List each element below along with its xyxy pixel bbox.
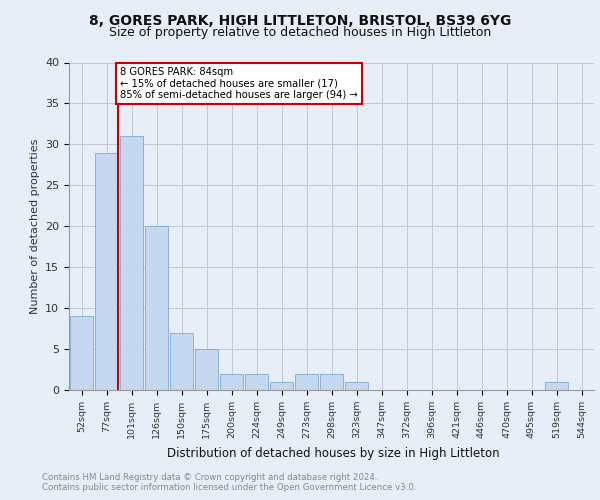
Bar (545, 382, 568, 390)
Text: Size of property relative to detached houses in High Littleton: Size of property relative to detached ho… (109, 26, 491, 39)
Bar (120, 136, 143, 390)
Bar (320, 374, 343, 390)
Bar (295, 374, 318, 390)
Text: 8 GORES PARK: 84sqm
← 15% of detached houses are smaller (17)
85% of semi-detach: 8 GORES PARK: 84sqm ← 15% of detached ho… (120, 66, 358, 100)
Bar (95, 152, 118, 390)
Bar (170, 332, 193, 390)
Bar (220, 374, 243, 390)
Bar (270, 382, 293, 390)
Y-axis label: Number of detached properties: Number of detached properties (29, 138, 40, 314)
Text: Distribution of detached houses by size in High Littleton: Distribution of detached houses by size … (167, 448, 499, 460)
Bar (345, 382, 368, 390)
Bar (195, 349, 218, 390)
Bar (145, 226, 168, 390)
Bar (70, 316, 93, 390)
Text: Contains public sector information licensed under the Open Government Licence v3: Contains public sector information licen… (42, 482, 416, 492)
Text: 8, GORES PARK, HIGH LITTLETON, BRISTOL, BS39 6YG: 8, GORES PARK, HIGH LITTLETON, BRISTOL, … (89, 14, 511, 28)
Bar (245, 374, 268, 390)
Text: Contains HM Land Registry data © Crown copyright and database right 2024.: Contains HM Land Registry data © Crown c… (42, 472, 377, 482)
